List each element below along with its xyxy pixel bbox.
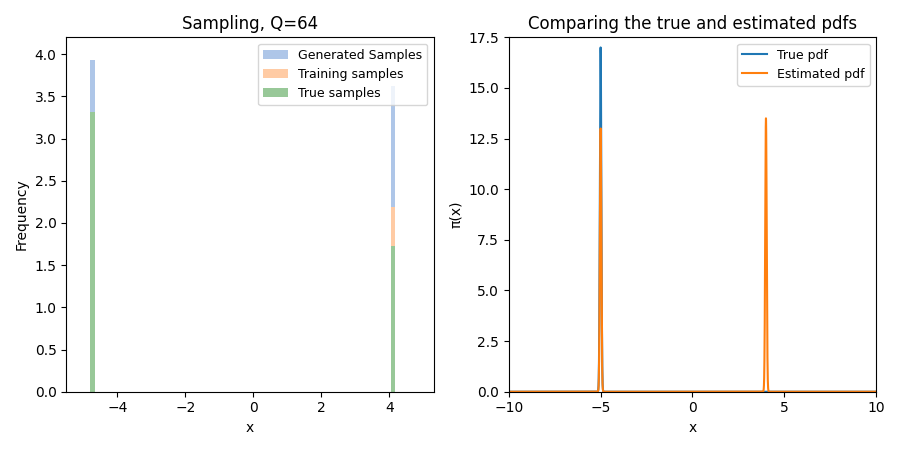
Line: Estimated pdf: Estimated pdf — [508, 118, 877, 392]
True pdf — [644, 389, 655, 394]
Estimated pdf — [760, 116, 771, 121]
Bar — [391, 86, 395, 392]
Bar — [90, 112, 94, 392]
Bar — [391, 207, 395, 392]
True pdf — [503, 389, 514, 394]
Bar — [391, 246, 395, 392]
Title: Comparing the true and estimated pdfs: Comparing the true and estimated pdfs — [528, 15, 857, 33]
Estimated pdf — [703, 389, 714, 394]
Estimated pdf — [503, 389, 514, 394]
True pdf — [703, 389, 714, 394]
X-axis label: x: x — [688, 421, 697, 435]
Estimated pdf — [724, 389, 735, 394]
Estimated pdf — [528, 389, 539, 394]
True pdf — [871, 389, 882, 394]
Title: Sampling, Q=64: Sampling, Q=64 — [182, 15, 318, 33]
True pdf — [528, 389, 539, 394]
True pdf — [724, 389, 735, 394]
Y-axis label: π(x): π(x) — [449, 201, 463, 228]
Estimated pdf — [776, 389, 787, 394]
Estimated pdf — [591, 389, 602, 394]
Estimated pdf — [871, 389, 882, 394]
Line: True pdf: True pdf — [508, 47, 877, 392]
True pdf — [595, 45, 606, 50]
True pdf — [776, 389, 787, 394]
Legend: Generated Samples, Training samples, True samples: Generated Samples, Training samples, Tru… — [258, 44, 427, 105]
True pdf — [591, 389, 602, 394]
Y-axis label: Frequency: Frequency — [15, 179, 29, 250]
X-axis label: x: x — [246, 421, 254, 435]
Bar — [90, 60, 94, 392]
Estimated pdf — [644, 389, 655, 394]
Bar — [90, 112, 94, 392]
Legend: True pdf, Estimated pdf: True pdf, Estimated pdf — [737, 44, 870, 86]
